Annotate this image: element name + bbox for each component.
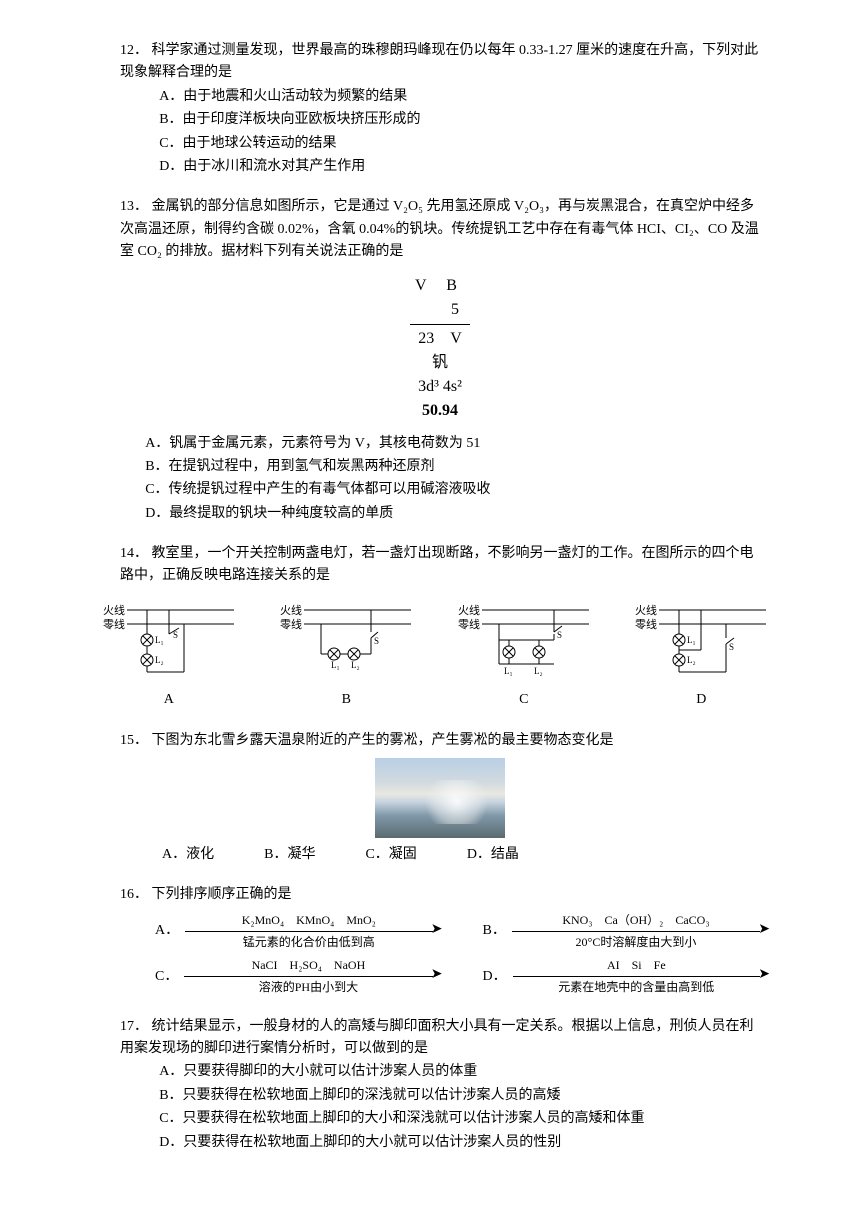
question-12: 12． 科学家通过测量发现，世界最高的珠穆朗玛峰现在仍以每年 0.33-1.27… bbox=[120, 40, 760, 178]
q15-opt-b: B．凝华 bbox=[264, 844, 315, 866]
q17-num: 17． bbox=[120, 1019, 148, 1034]
element-divider bbox=[410, 324, 470, 325]
q13-text: 金属钒的部分信息如图所示，它是通过 V₂O₅ 先用氢还原成 V₂O₃，再与炭黑混… bbox=[120, 199, 759, 259]
zero-label: 零线 bbox=[103, 617, 125, 631]
q15-opt-d: D．结晶 bbox=[467, 844, 519, 866]
circuit-b-label: B bbox=[258, 689, 436, 711]
svg-text:零线: 零线 bbox=[635, 617, 657, 631]
element-group: V B bbox=[120, 274, 760, 298]
svg-text:S: S bbox=[557, 630, 562, 640]
q16-num: 16． bbox=[120, 887, 148, 902]
q16-text: 下列排序顺序正确的是 bbox=[152, 887, 292, 902]
q12-opt-c: C．由于地球公转运动的结果 bbox=[159, 133, 760, 155]
question-13: 13． 金属钒的部分信息如图所示，它是通过 V₂O₅ 先用氢还原成 V₂O₃，再… bbox=[120, 196, 760, 525]
q17-opt-b: B．只要获得在松软地面上脚印的深浅就可以估计涉案人员的高矮 bbox=[159, 1085, 760, 1107]
svg-text:零线: 零线 bbox=[280, 617, 302, 631]
q13-opt-d: D．最终提取的钒块一种纯度较高的单质 bbox=[145, 503, 760, 525]
svg-text:L₁: L₁ bbox=[687, 635, 696, 645]
circuit-a-label: A bbox=[80, 689, 258, 711]
q15-opt-a: A．液化 bbox=[162, 844, 214, 866]
circuit-b: 火线 零线 S L₁ L₂ B bbox=[258, 596, 436, 712]
element-config: 3d³ 4s² bbox=[120, 375, 760, 399]
svg-text:L₁: L₁ bbox=[504, 666, 513, 676]
q12-num: 12． bbox=[120, 43, 148, 58]
q16-opt-c: C． NaCI H₂SO₄ NaOH 溶液的PH由小到大 ➤ bbox=[155, 956, 433, 997]
arrow-icon: ➤ bbox=[758, 964, 770, 986]
question-15: 15． 下图为东北雪乡露天温泉附近的产生的雾凇，产生雾凇的最主要物态变化是 A．… bbox=[120, 730, 760, 867]
svg-text:L₂: L₂ bbox=[351, 660, 360, 670]
circuit-d-label: D bbox=[613, 689, 791, 711]
q17-opt-a: A．只要获得脚印的大小就可以估计涉案人员的体重 bbox=[159, 1061, 760, 1083]
svg-text:L₁: L₁ bbox=[331, 660, 340, 670]
element-atomic: 23 V bbox=[120, 327, 760, 351]
svg-text:L₂: L₂ bbox=[534, 666, 543, 676]
question-14: 14． 教室里，一个开关控制两盏电灯，若一盏灯出现断路，不影响另一盏灯的工作。在… bbox=[120, 543, 760, 712]
q12-opt-d: D．由于冰川和流水对其产生作用 bbox=[159, 156, 760, 178]
element-mass: 50.94 bbox=[120, 399, 760, 423]
circuit-c: 火线 零线 S L₁ L₂ bbox=[435, 596, 613, 712]
svg-text:L₂: L₂ bbox=[155, 655, 164, 665]
q16-opt-b: B． KNO₃ Ca（OH）₂ CaCO₃ 20°C时溶解度由大到小 ➤ bbox=[483, 911, 761, 952]
svg-text:L₂: L₂ bbox=[687, 655, 696, 665]
element-name: 钒 bbox=[120, 351, 760, 375]
circuit-a: 火线 零线 S L₁ L₂ A bbox=[80, 596, 258, 712]
q13-num: 13． bbox=[120, 199, 148, 214]
q15-opts: A．液化 B．凝华 C．凝固 D．结晶 bbox=[120, 844, 760, 866]
q13-opt-a: A．钒属于金属元素，元素符号为 V，其核电荷数为 51 bbox=[145, 433, 760, 455]
element-info-box: V B 5 23 V 钒 3d³ 4s² 50.94 bbox=[120, 274, 760, 423]
q17-text: 统计结果显示，一般身材的人的高矮与脚印面积大小具有一定关系。根据以上信息，刑侦人… bbox=[120, 1019, 754, 1056]
fire-label: 火线 bbox=[103, 603, 125, 617]
svg-text:火线: 火线 bbox=[458, 603, 480, 617]
q16-opt-a: A． K₂MnO₄ KMnO₄ MnO₂ 锰元素的化合价由低到高 ➤ bbox=[155, 911, 433, 952]
svg-text:S: S bbox=[173, 630, 178, 640]
arrow-icon: ➤ bbox=[431, 964, 443, 986]
q14-num: 14． bbox=[120, 546, 148, 561]
svg-text:S: S bbox=[729, 642, 734, 652]
arrow-icon: ➤ bbox=[431, 919, 443, 941]
q12-opt-a: A．由于地震和火山活动较为频繁的结果 bbox=[159, 86, 760, 108]
svg-text:火线: 火线 bbox=[280, 603, 302, 617]
svg-text:火线: 火线 bbox=[635, 603, 657, 617]
circuit-d: 火线 零线 S L₁ L₂ D bbox=[613, 596, 791, 712]
svg-text:零线: 零线 bbox=[458, 617, 480, 631]
q17-opt-c: C．只要获得在松软地面上脚印的大小和深浅就可以估计涉案人员的高矮和体重 bbox=[159, 1108, 760, 1130]
arrow-icon: ➤ bbox=[758, 919, 770, 941]
circuit-c-label: C bbox=[435, 689, 613, 711]
svg-text:S: S bbox=[374, 636, 379, 646]
q15-num: 15． bbox=[120, 733, 148, 748]
question-16: 16． 下列排序顺序正确的是 A． K₂MnO₄ KMnO₄ MnO₂ 锰元素的… bbox=[120, 884, 760, 997]
q16-opt-d: D． AI Si Fe 元素在地壳中的含量由高到低 ➤ bbox=[483, 956, 761, 997]
q12-opt-b: B．由于印度洋板块向亚欧板块挤压形成的 bbox=[159, 109, 760, 131]
question-17: 17． 统计结果显示，一般身材的人的高矮与脚印面积大小具有一定关系。根据以上信息… bbox=[120, 1016, 760, 1154]
circuit-diagrams: 火线 零线 S L₁ L₂ A bbox=[80, 596, 790, 712]
q17-opt-d: D．只要获得在松软地面上脚印的大小就可以估计涉案人员的性别 bbox=[159, 1132, 760, 1154]
svg-text:L₁: L₁ bbox=[155, 635, 164, 645]
q14-text: 教室里，一个开关控制两盏电灯，若一盏灯出现断路，不影响另一盏灯的工作。在图所示的… bbox=[120, 546, 754, 583]
q13-opt-c: C．传统提钒过程中产生的有毒气体都可以用碱溶液吸收 bbox=[145, 479, 760, 501]
q15-opt-c: C．凝固 bbox=[365, 844, 416, 866]
element-five: 5 bbox=[120, 298, 760, 322]
q12-text: 科学家通过测量发现，世界最高的珠穆朗玛峰现在仍以每年 0.33-1.27 厘米的… bbox=[120, 43, 758, 80]
fog-photo bbox=[375, 758, 505, 838]
q13-opt-b: B．在提钒过程中，用到氢气和炭黑两种还原剂 bbox=[145, 456, 760, 478]
q15-text: 下图为东北雪乡露天温泉附近的产生的雾凇，产生雾凇的最主要物态变化是 bbox=[152, 733, 614, 748]
